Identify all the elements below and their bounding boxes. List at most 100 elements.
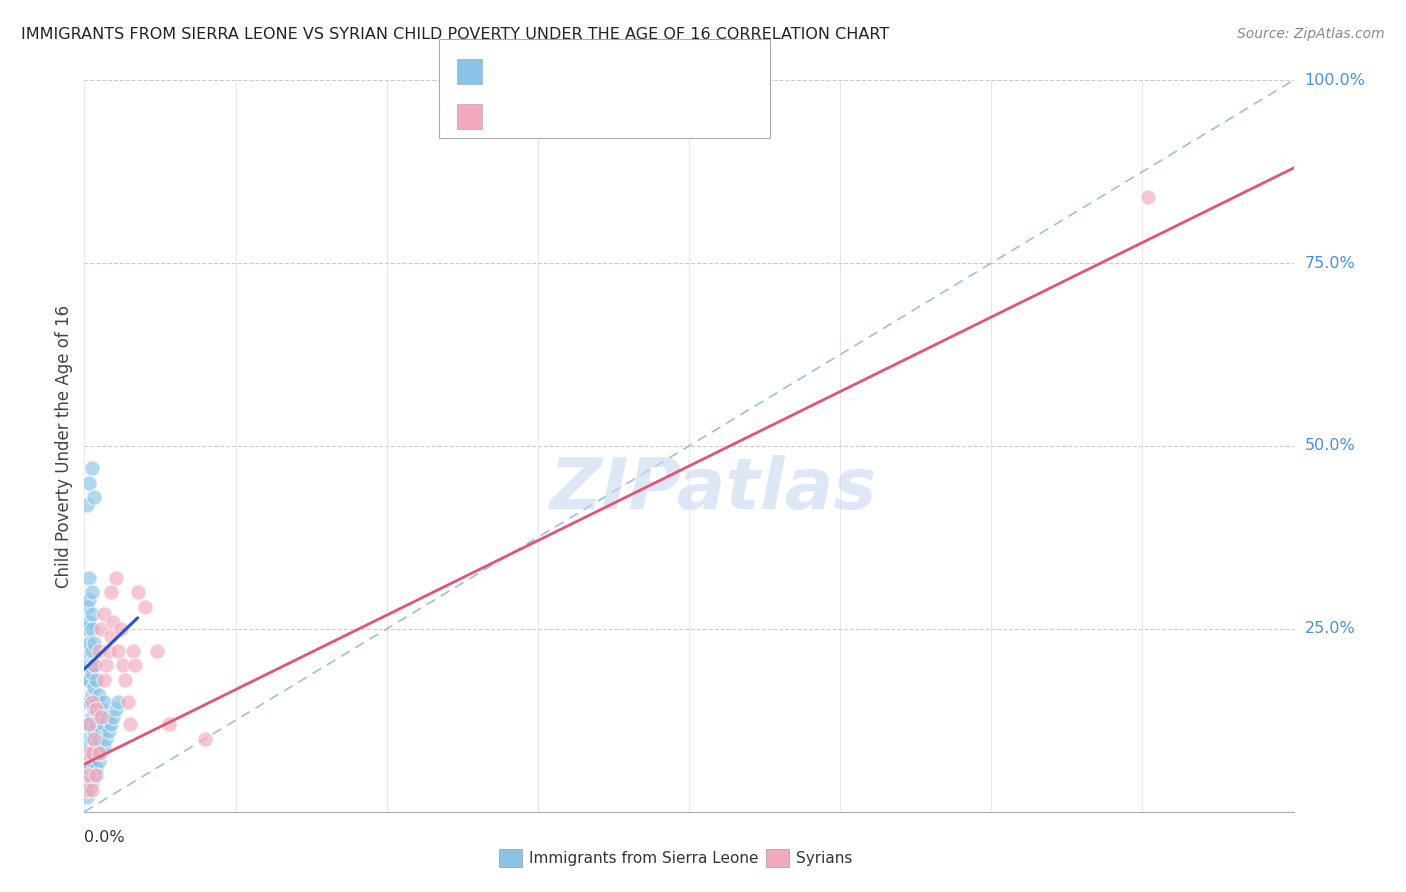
Point bbox=[83, 746, 105, 760]
Point bbox=[80, 709, 103, 723]
Point bbox=[90, 702, 112, 716]
Point bbox=[87, 644, 110, 658]
Point bbox=[93, 695, 115, 709]
Point bbox=[90, 622, 112, 636]
Text: Source: ZipAtlas.com: Source: ZipAtlas.com bbox=[1237, 27, 1385, 41]
Point bbox=[76, 746, 98, 760]
Point bbox=[77, 592, 100, 607]
Point bbox=[194, 731, 217, 746]
Point bbox=[77, 571, 100, 585]
Point bbox=[104, 702, 127, 716]
Point bbox=[127, 585, 149, 599]
Point bbox=[80, 754, 103, 768]
Text: Immigrants from Sierra Leone: Immigrants from Sierra Leone bbox=[529, 851, 758, 865]
Point bbox=[94, 709, 117, 723]
Point bbox=[80, 585, 103, 599]
Text: IMMIGRANTS FROM SIERRA LEONE VS SYRIAN CHILD POVERTY UNDER THE AGE OF 16 CORRELA: IMMIGRANTS FROM SIERRA LEONE VS SYRIAN C… bbox=[21, 27, 890, 42]
Point bbox=[76, 790, 98, 805]
Point bbox=[83, 702, 105, 716]
Point bbox=[77, 717, 100, 731]
Point bbox=[114, 673, 136, 687]
Point bbox=[134, 599, 156, 614]
Y-axis label: Child Poverty Under the Age of 16: Child Poverty Under the Age of 16 bbox=[55, 304, 73, 588]
Point bbox=[77, 782, 100, 797]
Point bbox=[80, 731, 103, 746]
Point bbox=[86, 673, 108, 687]
Point bbox=[80, 775, 103, 789]
Point bbox=[76, 695, 98, 709]
Point bbox=[94, 731, 117, 746]
Point bbox=[80, 746, 103, 760]
Point bbox=[86, 739, 108, 753]
Point bbox=[86, 761, 108, 775]
Point bbox=[104, 571, 127, 585]
Point bbox=[80, 688, 103, 702]
Point bbox=[86, 702, 108, 716]
Point bbox=[86, 695, 108, 709]
Point bbox=[77, 768, 100, 782]
Point bbox=[107, 644, 129, 658]
Point bbox=[103, 615, 125, 629]
Point bbox=[76, 622, 98, 636]
Point bbox=[77, 761, 100, 775]
Point bbox=[77, 739, 100, 753]
Point bbox=[83, 768, 105, 782]
Text: 0.0%: 0.0% bbox=[84, 830, 125, 845]
Point bbox=[90, 724, 112, 739]
Point bbox=[80, 607, 103, 622]
Point bbox=[87, 709, 110, 723]
Point bbox=[80, 644, 103, 658]
Point bbox=[80, 695, 103, 709]
Text: 50.0%: 50.0% bbox=[1305, 439, 1355, 453]
Point bbox=[93, 717, 115, 731]
Point bbox=[76, 498, 98, 512]
Point bbox=[80, 665, 103, 680]
Point bbox=[157, 717, 180, 731]
Point bbox=[76, 673, 98, 687]
Point bbox=[83, 731, 105, 746]
Point bbox=[94, 658, 117, 673]
Point bbox=[86, 717, 108, 731]
Point bbox=[80, 622, 103, 636]
Point bbox=[93, 607, 115, 622]
Text: 0.730: 0.730 bbox=[523, 108, 579, 126]
Point bbox=[120, 717, 142, 731]
Point bbox=[87, 746, 110, 760]
Text: 100.0%: 100.0% bbox=[1305, 73, 1365, 87]
Point bbox=[76, 775, 98, 789]
Point bbox=[90, 746, 112, 760]
Text: N =: N = bbox=[581, 63, 628, 81]
Point bbox=[83, 658, 105, 673]
Point bbox=[146, 644, 169, 658]
Point bbox=[124, 658, 146, 673]
Point bbox=[100, 629, 122, 643]
Point bbox=[1137, 190, 1160, 204]
Point bbox=[77, 695, 100, 709]
Point bbox=[80, 461, 103, 475]
Point bbox=[100, 585, 122, 599]
Text: 75.0%: 75.0% bbox=[1305, 256, 1355, 270]
Point bbox=[83, 490, 105, 504]
Point bbox=[87, 688, 110, 702]
Point bbox=[97, 724, 120, 739]
Text: R =: R = bbox=[489, 63, 526, 81]
Point bbox=[77, 717, 100, 731]
Point bbox=[77, 636, 100, 650]
Point bbox=[77, 658, 100, 673]
Point bbox=[86, 768, 108, 782]
Text: 64: 64 bbox=[623, 63, 648, 81]
Text: ZIPatlas: ZIPatlas bbox=[550, 456, 877, 524]
Text: 25.0%: 25.0% bbox=[1305, 622, 1355, 636]
Point bbox=[100, 717, 122, 731]
Point bbox=[103, 709, 125, 723]
Text: R =: R = bbox=[489, 108, 526, 126]
Point bbox=[76, 599, 98, 614]
Point bbox=[107, 695, 129, 709]
Point bbox=[90, 709, 112, 723]
Text: 37: 37 bbox=[623, 108, 648, 126]
Point bbox=[76, 717, 98, 731]
Point bbox=[93, 673, 115, 687]
Text: Syrians: Syrians bbox=[796, 851, 852, 865]
Point bbox=[93, 739, 115, 753]
Point bbox=[76, 644, 98, 658]
